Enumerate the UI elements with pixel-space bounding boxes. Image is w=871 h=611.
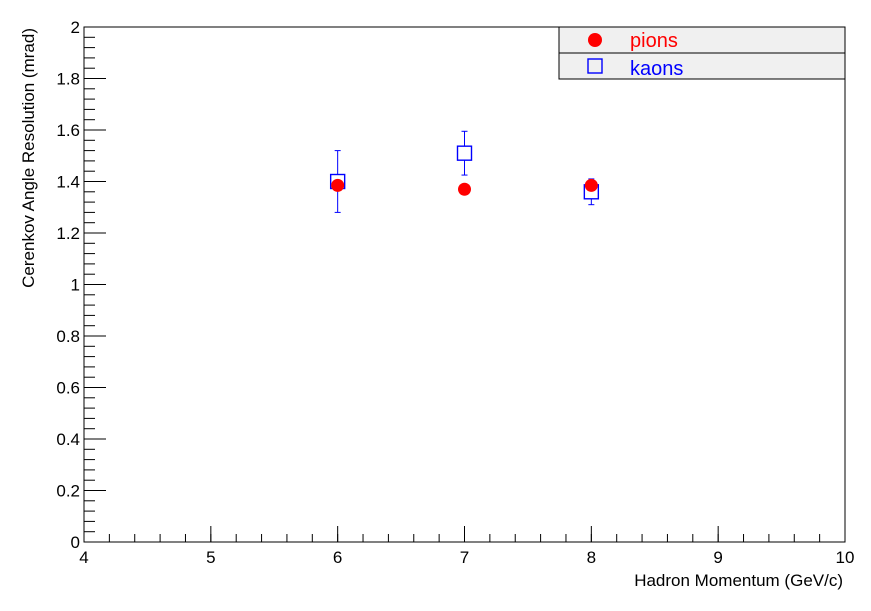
pion-marker	[458, 182, 471, 196]
kaon-point	[456, 130, 473, 176]
x-tick-label: 9	[713, 548, 722, 567]
legend: pions kaons	[558, 26, 846, 80]
y-tick-label: 0.6	[56, 379, 80, 398]
x-tick-label: 10	[836, 548, 855, 567]
kaon-point	[329, 150, 346, 213]
y-tick-label: 1.8	[56, 70, 80, 89]
data-marks	[329, 130, 600, 213]
kaon-marker	[456, 145, 473, 161]
x-tick-label: 5	[206, 548, 215, 567]
y-tick-label: 2	[71, 18, 80, 37]
legend-kaons-label: kaons	[630, 58, 683, 80]
legend-kaons-marker	[587, 58, 603, 74]
legend-pions-marker	[588, 33, 602, 47]
x-tick-label: 7	[460, 548, 469, 567]
x-tick-label: 6	[333, 548, 342, 567]
y-tick-label: 0	[71, 533, 80, 552]
y-tick-label: 0.2	[56, 482, 80, 501]
y-axis-title: Cerenkov Angle Resolution (mrad)	[19, 28, 38, 288]
y-tick-label: 1.6	[56, 121, 80, 140]
x-tick-label: 8	[587, 548, 596, 567]
pion-marker	[584, 178, 598, 192]
x-axis-ticks: 4 5 6 7 8 9 10	[79, 526, 854, 567]
y-tick-label: 1	[71, 276, 80, 295]
y-tick-label: 0.4	[56, 430, 80, 449]
y-tick-label: 0.8	[56, 327, 80, 346]
pion-marker	[331, 178, 345, 192]
x-tick-label: 4	[79, 548, 88, 567]
y-tick-label: 1.2	[56, 224, 80, 243]
legend-pions-label: pions	[630, 30, 678, 52]
frame	[83, 26, 846, 543]
x-axis-title: Hadron Momentum (GeV/c)	[634, 571, 843, 590]
y-tick-label: 1.4	[56, 173, 80, 192]
y-axis-ticks: 0 0.2 0.4 0.6 0.8 1 1.2 1.4 1.6 1.8 2	[56, 18, 106, 552]
